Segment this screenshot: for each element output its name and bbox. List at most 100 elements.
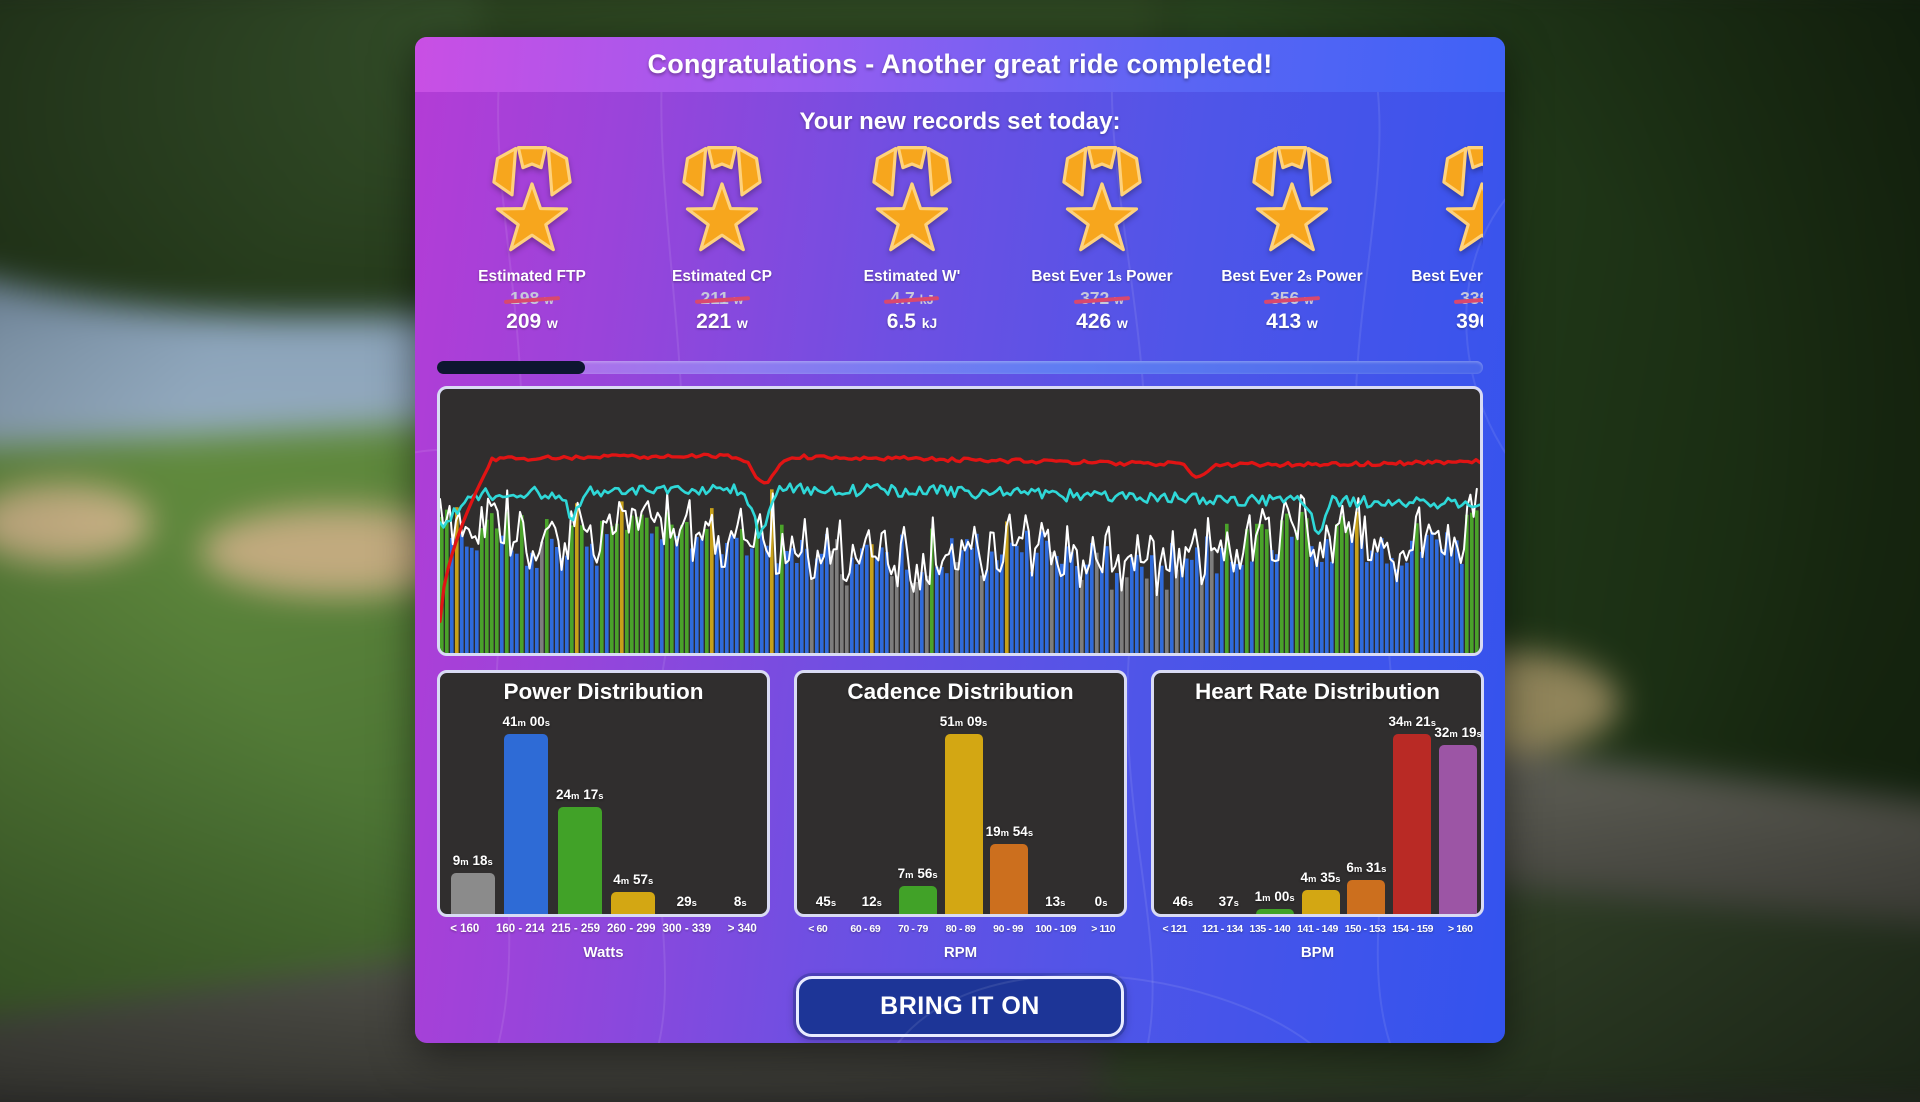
x-axis-tick: 215 - 259 [548,923,604,935]
x-axis-tick: 260 - 299 [604,923,660,935]
medal-star-icon [1046,144,1158,262]
x-axis-tick: 154 - 159 [1389,923,1437,935]
record-new-value: 396 w [1456,310,1483,334]
records-carousel[interactable]: Estimated FTP 198 w 209 w Estimated CP 2… [437,142,1483,352]
records-heading: Your new records set today: [415,108,1505,136]
record-new-value: 413 w [1266,310,1318,334]
x-axis-tick: 80 - 89 [937,923,985,935]
x-axis-tick: > 340 [715,923,771,935]
x-axis-tick: 90 - 99 [984,923,1032,935]
heart-rate-distribution-chart: Heart Rate Distribution 46s 37s 1m 00s 4m 3… [1151,670,1484,917]
x-axis-tick: 121 - 134 [1199,923,1247,935]
record-old-value: 339 w [1460,288,1483,309]
medal-star-icon [666,144,778,262]
distribution-row: Power Distribution 9m 18s 41m 00s 24m 17s 4… [437,670,1483,961]
histogram-bar [611,892,655,914]
x-axis-tick: < 121 [1151,923,1199,935]
histogram-bar-label: 45s [816,894,836,909]
record-label: Estimated W' [864,268,961,286]
histogram-bar [1347,880,1385,914]
x-axis-tick: < 160 [437,923,493,935]
histogram-bar-label: 24m 17s [556,787,603,802]
histogram-bar-label: 34m 21s [1388,714,1435,729]
histogram-bar-label: 6m 31s [1346,860,1386,875]
power-distribution: Power Distribution 9m 18s 41m 00s 24m 17s 4… [437,670,770,961]
histogram-bar-label: 9m 18s [453,853,493,868]
histogram-bar [504,734,548,914]
histogram-bar-label: 8s [734,894,747,909]
medal-star-icon [476,144,588,262]
histogram-bar [945,734,983,914]
medal-star-icon [856,144,968,262]
x-axis-tick: 141 - 149 [1294,923,1342,935]
bring-it-on-button[interactable]: BRING IT ON [796,976,1124,1037]
histogram-bar-label: 0s [1095,894,1108,909]
histogram-bar-label: 13s [1045,894,1065,909]
x-axis-tick: 100 - 109 [1032,923,1080,935]
histogram-bar-label: 12s [862,894,882,909]
histogram-bar [1393,734,1431,914]
dialog-title: Congratulations - Another great ride com… [648,49,1273,80]
x-axis-tick: 300 - 339 [659,923,715,935]
record-medal-card: Estimated FTP 198 w 209 w [437,142,627,334]
chart-title: Heart Rate Distribution [1154,679,1481,705]
histogram-bar-label: 4m 35s [1301,870,1341,885]
x-axis-unit: BPM [1151,944,1484,961]
record-label: Estimated CP [672,268,772,286]
histogram-bar-label: 41m 00s [503,714,550,729]
chart-title: Power Distribution [440,679,767,705]
x-axis-tick: 160 - 214 [493,923,549,935]
medal-star-icon [1236,144,1348,262]
record-label: Best Ever 3s Power [1411,268,1483,286]
ride-complete-dialog: Congratulations - Another great ride com… [415,37,1505,1043]
record-old-value: 211 w [701,288,744,309]
record-old-value: 372 w [1080,288,1124,309]
histogram-bar-label: 46s [1173,894,1193,909]
record-new-value: 6.5 kJ [887,310,937,334]
histogram-bar [451,873,495,914]
histogram-bar-label: 37s [1219,894,1239,909]
histogram-bar-label: 51m 09s [940,714,987,729]
histogram-bar [899,886,937,914]
record-old-value: 4.7 kJ [890,288,933,309]
x-axis-tick: 60 - 69 [842,923,890,935]
x-axis-tick: 70 - 79 [889,923,937,935]
record-old-value: 198 w [510,288,554,309]
histogram-bar [558,807,602,914]
record-label: Best Ever 2s Power [1221,268,1362,286]
x-axis-unit: Watts [437,944,770,961]
record-new-value: 221 w [696,310,748,334]
histogram-bar-label: 29s [677,894,697,909]
x-axis-tick: > 160 [1436,923,1484,935]
records-scrollbar[interactable] [437,361,1483,374]
x-axis-unit: RPM [794,944,1127,961]
histogram-bar-label: 19m 54s [986,824,1033,839]
power-distribution-chart: Power Distribution 9m 18s 41m 00s 24m 17s 4… [437,670,770,917]
record-new-value: 209 w [506,310,558,334]
histogram-bar [1439,745,1477,914]
x-axis-tick: 150 - 153 [1341,923,1389,935]
x-axis-tick: > 110 [1079,923,1127,935]
record-medal-card: Best Ever 1s Power 372 w 426 w [1007,142,1197,334]
histogram-bar-label: 4m 57s [613,872,653,887]
medal-star-icon [1426,144,1483,262]
record-medal-card: Estimated W' 4.7 kJ 6.5 kJ [817,142,1007,334]
histogram-bar [1302,890,1340,914]
histogram-bar-label: 32m 19s [1434,725,1481,740]
heart-rate-distribution: Heart Rate Distribution 46s 37s 1m 00s 4m 3… [1151,670,1484,961]
record-new-value: 426 w [1076,310,1128,334]
ride-graph-panel [437,386,1483,656]
records-scrollbar-thumb[interactable] [437,361,585,374]
x-axis-tick: < 60 [794,923,842,935]
histogram-bar [1256,909,1294,914]
x-axis-tick: 135 - 140 [1246,923,1294,935]
dialog-header: Congratulations - Another great ride com… [415,37,1505,92]
histogram-bar-label: 1m 00s [1255,889,1295,904]
record-label: Best Ever 1s Power [1031,268,1172,286]
ride-graph [440,389,1480,653]
